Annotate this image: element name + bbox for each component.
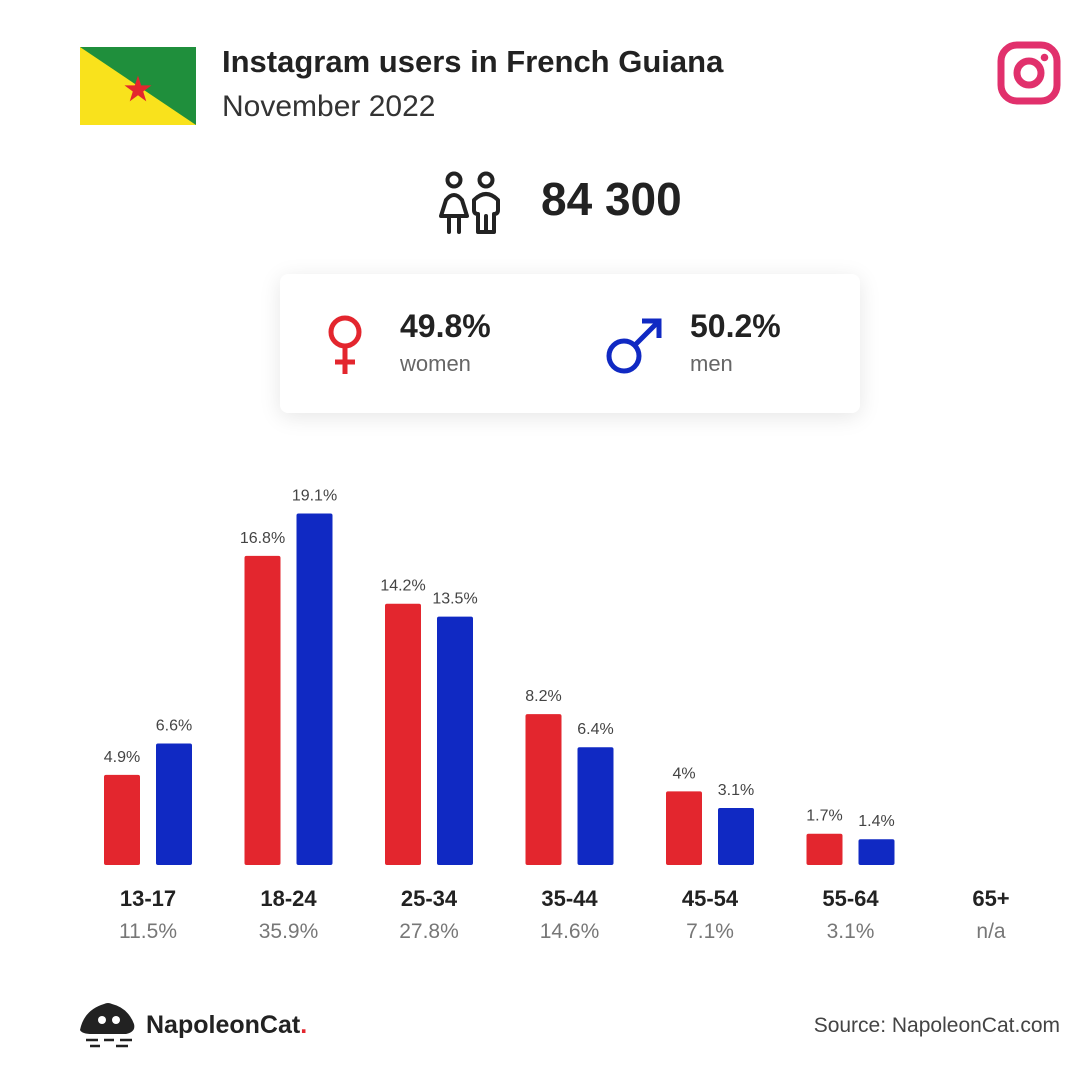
- value-label-women-13-17: 4.9%: [104, 749, 140, 766]
- category-label-13-17: 13-17: [120, 886, 176, 911]
- users-icon: [439, 171, 500, 234]
- source-text: Source: NapoleonCat.com: [813, 1014, 1060, 1037]
- category-label-35-44: 35-44: [541, 886, 598, 911]
- bar-women-35-44: [525, 714, 562, 865]
- french-guiana-flag-icon: [80, 47, 196, 125]
- category-label-65+: 65+: [972, 886, 1009, 911]
- category-total-25-34: 27.8%: [399, 920, 459, 943]
- category-total-35-44: 14.6%: [540, 920, 600, 943]
- value-label-men-35-44: 6.4%: [577, 721, 613, 738]
- total-users-value: 84 300: [541, 173, 682, 225]
- value-label-women-35-44: 8.2%: [525, 688, 561, 705]
- female-symbol-icon: [328, 315, 362, 374]
- value-label-women-18-24: 16.8%: [240, 530, 285, 547]
- category-total-18-24: 35.9%: [259, 920, 319, 943]
- category-total-55-64: 3.1%: [827, 920, 875, 943]
- category-label-25-34: 25-34: [401, 886, 458, 911]
- napoleoncat-logo-icon: [80, 1003, 135, 1048]
- category-total-65+: n/a: [976, 920, 1006, 943]
- bar-women-18-24: [244, 555, 281, 865]
- category-label-55-64: 55-64: [822, 886, 879, 911]
- bar-women-45-54: [666, 791, 702, 865]
- bar-women-25-34: [385, 603, 421, 865]
- value-label-women-55-64: 1.7%: [806, 808, 842, 825]
- bar-men-18-24: [296, 513, 333, 865]
- value-label-women-45-54: 4%: [672, 765, 695, 782]
- brand-dot: .: [300, 1011, 308, 1039]
- women-percent: 49.8%: [400, 308, 491, 344]
- category-label-18-24: 18-24: [260, 886, 317, 911]
- male-symbol-icon: [606, 318, 662, 374]
- bar-men-45-54: [718, 807, 754, 865]
- bar-men-55-64: [858, 839, 895, 865]
- value-label-women-25-34: 14.2%: [380, 578, 425, 595]
- brand-name: NapoleonCat: [146, 1011, 301, 1039]
- value-label-men-13-17: 6.6%: [156, 718, 192, 735]
- gender-split-card: 49.8% women 50.2% men: [280, 274, 860, 413]
- napoleoncat-brand: NapoleonCat.: [146, 1011, 307, 1040]
- value-label-men-55-64: 1.4%: [858, 813, 894, 830]
- category-label-45-54: 45-54: [682, 886, 739, 911]
- page-title: Instagram users in French Guiana: [222, 44, 724, 79]
- men-label: men: [690, 351, 733, 376]
- bar-men-25-34: [437, 616, 473, 865]
- value-label-men-18-24: 19.1%: [292, 488, 337, 505]
- instagram-icon: [997, 41, 1061, 105]
- value-label-men-25-34: 13.5%: [432, 591, 477, 608]
- women-label: women: [400, 351, 471, 376]
- bar-men-13-17: [156, 743, 192, 865]
- bar-women-55-64: [806, 833, 843, 865]
- category-total-13-17: 11.5%: [119, 920, 177, 943]
- men-percent: 50.2%: [690, 308, 781, 344]
- value-label-men-45-54: 3.1%: [718, 782, 754, 799]
- category-total-45-54: 7.1%: [686, 920, 734, 943]
- bar-men-35-44: [577, 747, 614, 865]
- page-subtitle: November 2022: [222, 90, 436, 123]
- bar-women-13-17: [104, 774, 140, 865]
